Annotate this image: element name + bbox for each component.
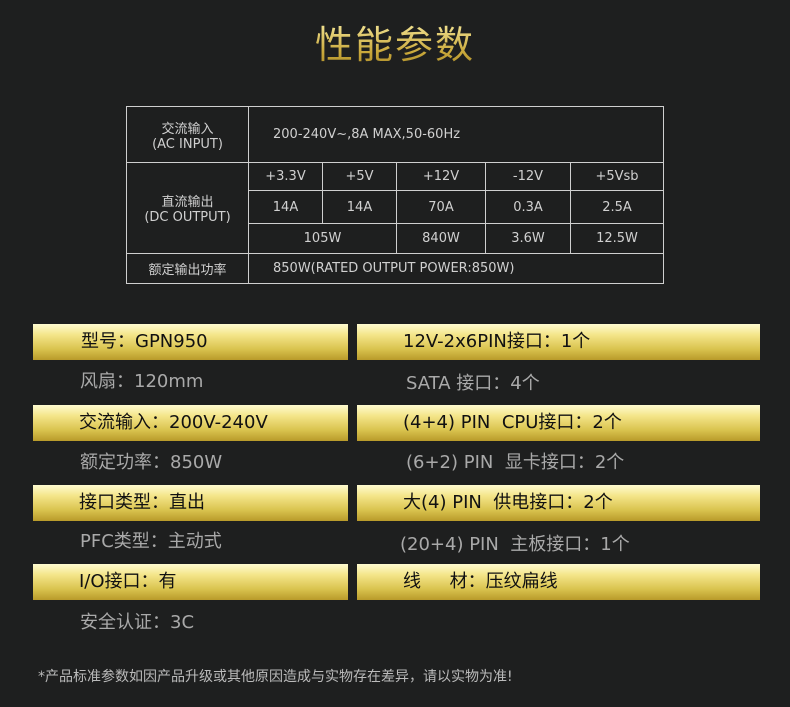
- spec-item: 大(4) PIN 供电接口：2个: [357, 485, 760, 521]
- spec-item: 额定功率：850W: [80, 452, 223, 473]
- spec-item: 型号：GPN950: [33, 324, 348, 360]
- current-cell: 14A: [248, 190, 323, 224]
- spec-item: (20+4) PIN 主板接口：1个: [400, 534, 630, 555]
- spec-item: I/O接口：有: [33, 564, 348, 600]
- power-cell: 3.6W: [485, 223, 571, 254]
- ac-label: 交流输入 (AC INPUT): [126, 106, 249, 163]
- spec-item: 安全认证：3C: [80, 612, 195, 633]
- page-title: 性能参数: [0, 14, 790, 69]
- spec-item: PFC类型：主动式: [80, 531, 222, 552]
- rated-label: 额定输出功率: [126, 253, 249, 284]
- voltage-cell: -12V: [485, 162, 571, 191]
- voltage-cell: +5Vsb: [570, 162, 664, 191]
- spec-item: (4+4) PIN CPU接口：2个: [357, 405, 760, 441]
- voltage-cell: +3.3V: [248, 162, 323, 191]
- spec-item: 12V-2x6PIN接口：1个: [357, 324, 760, 360]
- ac-value: 200-240V~,8A MAX,50-60Hz: [248, 106, 664, 163]
- spec-item: 接口类型：直出: [33, 485, 348, 521]
- power-cell: 840W: [396, 223, 486, 254]
- rated-value: 850W(RATED OUTPUT POWER:850W): [248, 253, 664, 284]
- spec-item: 风扇：120mm: [80, 371, 204, 392]
- power-cell: 105W: [248, 223, 397, 254]
- current-cell: 2.5A: [570, 190, 664, 224]
- spec-item: 线 材：压纹扁线: [357, 564, 760, 600]
- spec-table: 交流输入 (AC INPUT) 200-240V~,8A MAX,50-60Hz 直…: [126, 106, 664, 284]
- spec-item: SATA 接口：4个: [406, 373, 540, 394]
- voltage-cell: +5V: [322, 162, 397, 191]
- footer-note: *产品标准参数如因产品升级或其他原因造成与实物存在差异，请以实物为准!: [38, 669, 513, 685]
- current-cell: 0.3A: [485, 190, 571, 224]
- spec-item: 交流输入：200V-240V: [33, 405, 348, 441]
- current-cell: 70A: [396, 190, 486, 224]
- power-cell: 12.5W: [570, 223, 664, 254]
- current-cell: 14A: [322, 190, 397, 224]
- voltage-cell: +12V: [396, 162, 486, 191]
- spec-item: (6+2) PIN 显卡接口：2个: [406, 452, 625, 473]
- dc-label: 直流输出 (DC OUTPUT): [126, 162, 249, 254]
